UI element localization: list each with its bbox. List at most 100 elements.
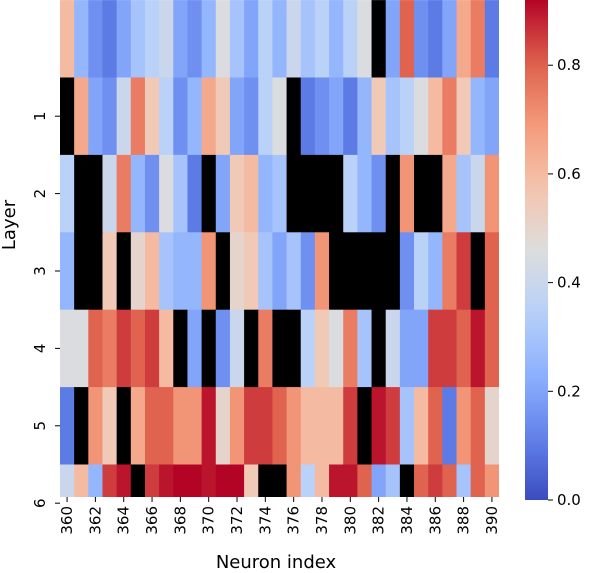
heatmap-cell	[173, 309, 189, 388]
heatmap-cell	[414, 77, 429, 156]
heatmap-cell	[215, 387, 231, 466]
heatmap-cell	[414, 464, 429, 497]
heatmap-cell	[399, 232, 415, 311]
heatmap-cell	[399, 309, 415, 388]
heatmap-cell	[88, 464, 104, 497]
x-tick-label: 390	[483, 506, 501, 535]
heatmap-cell	[286, 387, 302, 466]
heatmap-cell	[371, 77, 387, 156]
heatmap-cell	[357, 387, 373, 466]
heatmap-cell	[229, 387, 245, 466]
heatmap-cell	[314, 464, 330, 497]
heatmap-cell	[102, 309, 118, 388]
heatmap-cell	[88, 77, 104, 156]
x-tick-label: 384	[398, 506, 416, 535]
colorbar-tick-label: 0.4	[557, 274, 581, 292]
heatmap-cell	[258, 0, 274, 79]
heatmap-cell	[272, 232, 288, 311]
x-tick-label: 380	[341, 506, 359, 535]
x-tick-label: 378	[313, 506, 331, 535]
heatmap-cell	[414, 0, 429, 79]
heatmap-cell	[173, 0, 189, 79]
heatmap-cell	[244, 154, 259, 233]
heatmap-cell	[159, 232, 174, 311]
heatmap-cell	[258, 154, 274, 233]
heatmap-cell	[272, 387, 288, 466]
heatmap-cell	[88, 0, 104, 79]
heatmap-cell	[428, 0, 443, 79]
heatmap-cell	[159, 464, 174, 497]
heatmap-cell	[329, 77, 344, 156]
y-axis-label: Layer	[0, 199, 20, 250]
heatmap-cell	[314, 309, 330, 388]
x-tick-label: 386	[426, 506, 444, 535]
heatmap-cell	[173, 464, 189, 497]
heatmap-cell	[144, 0, 160, 79]
heatmap-cell	[456, 154, 472, 233]
heatmap-cell	[244, 464, 259, 497]
heatmap-cell	[385, 387, 401, 466]
colorbar-tick-label: 0.8	[557, 56, 581, 74]
heatmap-cell	[144, 154, 160, 233]
heatmap-cell	[60, 154, 75, 233]
heatmap-cell	[60, 309, 75, 388]
heatmap-cell	[88, 309, 104, 388]
heatmap-cell	[428, 387, 443, 466]
heatmap-cell	[159, 77, 174, 156]
heatmap-cell	[244, 387, 259, 466]
heatmap-cell	[300, 77, 316, 156]
heatmap-cell	[343, 77, 358, 156]
x-tick-label: 388	[455, 506, 473, 535]
heatmap-cell	[414, 232, 429, 311]
heatmap-cell	[456, 0, 472, 79]
heatmap-cell	[173, 232, 189, 311]
heatmap-cell	[258, 309, 274, 388]
heatmap-cell	[244, 309, 259, 388]
heatmap-cell	[470, 464, 486, 497]
heatmap-cells	[60, 0, 499, 497]
heatmap-cell	[428, 464, 443, 497]
heatmap-cell	[442, 77, 458, 156]
heatmap-cell	[215, 232, 231, 311]
heatmap-cell	[484, 387, 499, 466]
heatmap-cell	[484, 464, 499, 497]
heatmap-cell	[116, 232, 132, 311]
heatmap-cell	[286, 77, 302, 156]
heatmap-cell	[74, 464, 89, 497]
heatmap-cell	[215, 464, 231, 497]
heatmap-cell	[371, 309, 387, 388]
x-tick-label: 364	[115, 506, 133, 535]
heatmap-cell	[300, 232, 316, 311]
heatmap-cell	[116, 387, 132, 466]
heatmap-cell	[399, 464, 415, 497]
heatmap-cell	[286, 154, 302, 233]
heatmap-cell	[229, 464, 245, 497]
heatmap-cell	[428, 232, 443, 311]
x-tick-label: 376	[285, 506, 303, 535]
heatmap-cell	[428, 309, 443, 388]
x-tick-label: 374	[256, 506, 274, 535]
heatmap-cell	[329, 232, 344, 311]
heatmap-cell	[343, 309, 358, 388]
colorbar	[525, 0, 548, 500]
heatmap-cell	[187, 77, 203, 156]
heatmap-cell	[74, 154, 89, 233]
heatmap-cell	[371, 387, 387, 466]
heatmap-cell	[357, 309, 373, 388]
x-tick-label: 372	[228, 506, 246, 535]
colorbar-tick-label: 0.6	[557, 165, 581, 183]
heatmap-cell	[300, 0, 316, 79]
heatmap-cell	[484, 0, 499, 79]
heatmap-cell	[371, 0, 387, 79]
heatmap-cell	[385, 0, 401, 79]
heatmap-cell	[74, 387, 89, 466]
heatmap-cell	[60, 387, 75, 466]
heatmap-cell	[272, 309, 288, 388]
heatmap-cell	[329, 464, 344, 497]
heatmap-cell	[329, 387, 344, 466]
heatmap-cell	[428, 154, 443, 233]
heatmap-cell	[144, 464, 160, 497]
heatmap-cell	[484, 232, 499, 311]
colorbar-tick-label: 0.0	[557, 491, 581, 509]
